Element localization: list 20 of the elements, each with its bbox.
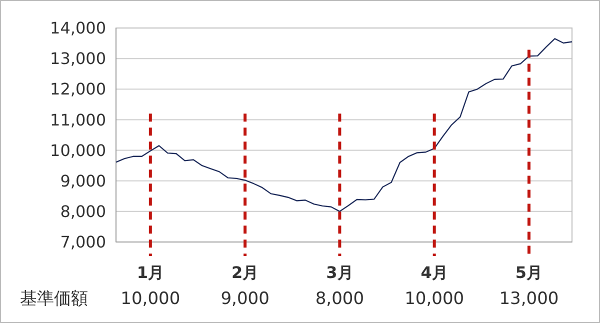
ref-line-label: 8,000 (315, 289, 364, 309)
ref-line-label: 13,000 (499, 289, 559, 309)
ref-line-label: 10,000 (404, 289, 464, 309)
text: 基準価額 (20, 289, 88, 309)
line-series (115, 38, 573, 212)
ref-line-label: 9,000 (220, 289, 270, 309)
y-tick-label: 12,000 (50, 80, 106, 99)
ref-line-label: 10,000 (120, 289, 180, 309)
x-tick-label: 3月 (326, 263, 354, 282)
x-tick-label: 1月 (136, 263, 164, 282)
x-tick-label: 2月 (231, 263, 259, 282)
x-tick-label: 5月 (515, 263, 543, 282)
y-tick-label: 9,000 (60, 171, 106, 190)
y-tick-label: 11,000 (50, 110, 106, 130)
y-tick-label: 10,000 (50, 140, 106, 160)
y-tick-label: 13,000 (50, 49, 106, 68)
y-tick-label: 14,000 (50, 18, 106, 38)
y-tick-label: 7,000 (60, 232, 106, 252)
y-tick-label: 8,000 (60, 202, 106, 222)
x-tick-label: 4月 (420, 263, 448, 282)
